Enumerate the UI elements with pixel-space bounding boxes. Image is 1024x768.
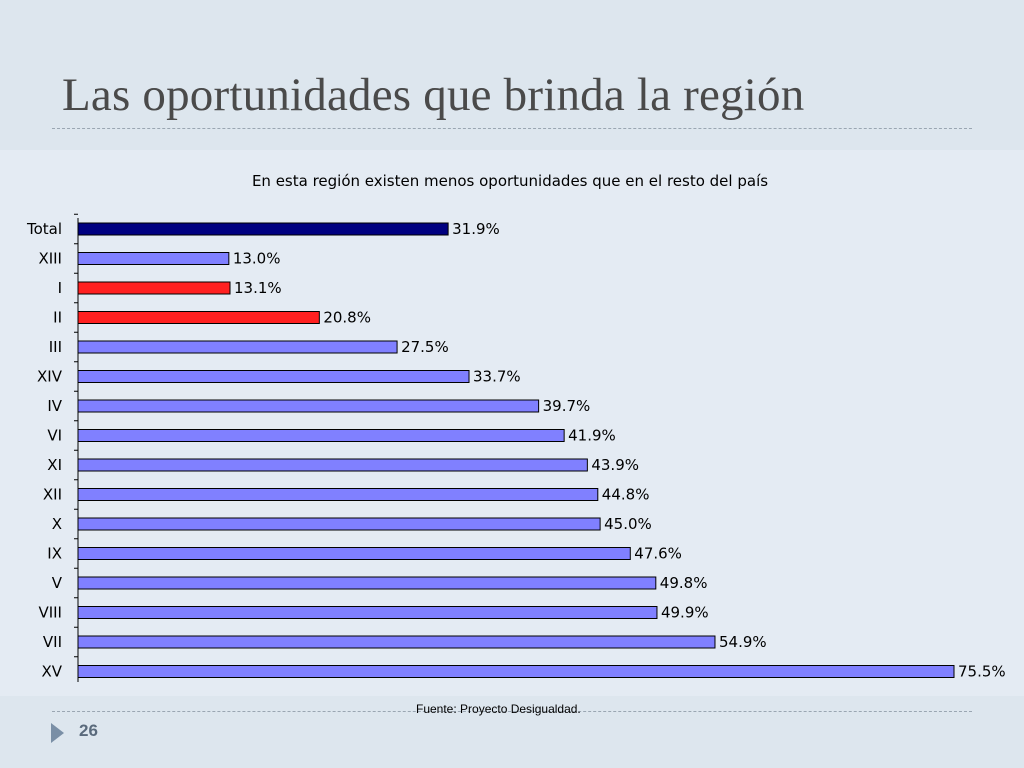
page-number: 26 <box>79 721 98 740</box>
category-label: XIII <box>38 250 62 268</box>
value-label: 49.9% <box>661 604 709 622</box>
source-note: Fuente: Proyecto Desigualdad. <box>416 702 581 716</box>
category-label: XII <box>43 486 62 504</box>
category-label: XI <box>47 456 62 474</box>
value-label: 43.9% <box>591 456 639 474</box>
category-label: XV <box>41 663 62 681</box>
chart-title: En esta región existen menos oportunidad… <box>252 172 768 190</box>
title-divider <box>52 128 972 129</box>
bar-viii <box>77 606 658 619</box>
category-label: IX <box>47 545 62 563</box>
footer-divider <box>52 711 972 712</box>
category-label: II <box>53 309 62 327</box>
value-label: 54.9% <box>719 633 767 651</box>
bar-iii <box>77 340 398 354</box>
value-label: 33.7% <box>473 368 521 386</box>
value-label: 45.0% <box>604 515 652 533</box>
bar-total <box>77 222 449 236</box>
category-label: XIV <box>37 368 63 386</box>
category-label: Total <box>26 220 62 238</box>
category-label: IV <box>47 397 62 415</box>
value-label: 47.6% <box>634 545 682 563</box>
category-label: V <box>52 574 63 592</box>
chart-panel <box>0 150 1024 696</box>
bars-layer: Total 31.9% XIII 13.0% I 13.1% II 20.8% III 27.5%… <box>26 213 1006 681</box>
category-label: VII <box>43 633 62 651</box>
bar-xiv <box>77 370 470 383</box>
bar-chart: En esta región existen menos oportunidad… <box>26 172 1006 682</box>
value-label: 49.8% <box>660 574 708 592</box>
category-label: X <box>52 515 62 533</box>
category-label: VIII <box>38 604 62 622</box>
bar-x <box>77 517 601 531</box>
bar-vii <box>77 635 716 649</box>
value-label: 39.7% <box>543 397 591 415</box>
bar-xv <box>77 665 955 678</box>
bar-i <box>77 281 231 295</box>
bar-xi <box>77 458 588 472</box>
bar-ii <box>77 311 320 324</box>
bar-xiii <box>77 252 230 265</box>
value-label: 41.9% <box>568 427 616 445</box>
value-label: 44.8% <box>602 486 650 504</box>
value-label: 20.8% <box>323 309 371 327</box>
category-label: III <box>49 338 62 356</box>
bar-ix <box>77 547 631 560</box>
triangle-bullet-icon <box>51 723 64 743</box>
value-label: 31.9% <box>452 220 500 238</box>
value-label: 75.5% <box>958 663 1006 681</box>
slide-title: Las oportunidades que brinda la región <box>62 69 805 121</box>
value-label: 27.5% <box>401 338 449 356</box>
bar-iv <box>77 399 540 413</box>
category-label: I <box>58 279 62 297</box>
category-label: VI <box>47 427 62 445</box>
bar-vi <box>77 429 565 442</box>
value-label: 13.1% <box>234 279 282 297</box>
value-label: 13.0% <box>233 250 281 268</box>
bar-v <box>77 576 657 590</box>
bar-xii <box>77 488 599 501</box>
